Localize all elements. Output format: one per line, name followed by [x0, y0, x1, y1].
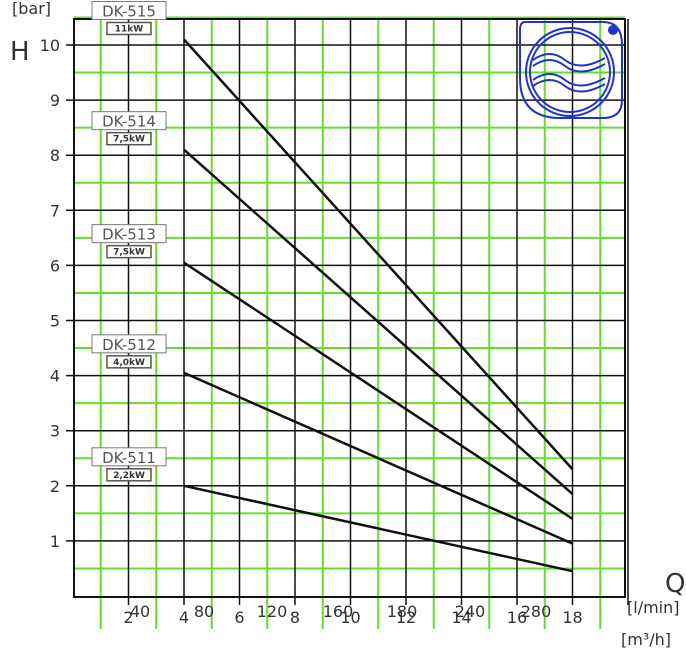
model-box [91, 334, 167, 354]
curve-dk-514 [183, 148, 574, 496]
x-tick-label-m3h: 16 [507, 608, 527, 627]
y-tick-labels: 1 2 3 4 5 6 7 8 9 10 [40, 36, 60, 551]
x-tick-label-m3h: 10 [340, 608, 360, 627]
x-tick-label-lmin: 120 [257, 602, 288, 621]
power-box [106, 244, 152, 259]
power-box [106, 468, 152, 482]
plot-frame [73, 18, 626, 598]
x-tick-label-m3h: 2 [123, 608, 133, 627]
y-symbol-label: H [10, 37, 30, 67]
power-box [106, 355, 152, 369]
power-label: 7,5kW [113, 248, 145, 258]
power-label: 11kW [115, 24, 144, 34]
y-tick-label: 7 [50, 201, 60, 220]
x-tick-label-lmin: 180 [387, 602, 418, 621]
model-box [91, 0, 167, 20]
major-grid [66, 19, 629, 605]
y-tick-label: 4 [50, 367, 60, 386]
x-tick-label-m3h: 14 [451, 608, 471, 627]
model-box [91, 111, 167, 131]
y-unit-label: [bar] [12, 0, 51, 18]
model-label: DK-512 [102, 336, 156, 354]
x-tick-label-lmin: 80 [194, 602, 214, 621]
power-label: 2,2kW [113, 471, 145, 481]
model-box [91, 447, 167, 467]
power-label: 4,0kW [113, 358, 145, 368]
x-tick-label-m3h: 18 [562, 608, 582, 627]
x-tick-label-m3h: 12 [396, 608, 416, 627]
model-label: DK-511 [102, 449, 156, 467]
x-tick-label-m3h: 8 [290, 608, 300, 627]
x-tick-label-m3h: 6 [234, 608, 244, 627]
y-tick-label: 6 [50, 256, 60, 275]
x-unit-flow-label: [l/min] [627, 598, 680, 617]
y-tick-label: 5 [50, 312, 60, 331]
model-label: DK-514 [102, 113, 156, 131]
model-labels: DK-511 2,2kW DK-512 4,0kW DK-513 7,5kW DK-514 7… [91, 0, 167, 482]
y-tick-label: 2 [50, 477, 60, 496]
x-tick-label-lmin: 160 [323, 602, 354, 621]
x-tick-label-lmin: 240 [455, 602, 486, 621]
x-tick-label-lmin: 40 [130, 602, 150, 621]
curve-dk-512 [183, 371, 574, 545]
y-tick-label: 9 [50, 91, 60, 110]
x-tick-labels-lmin: 40 80 120 160 180 240 280 [130, 602, 551, 621]
x-unit-m3h-label: [m³/h] [621, 630, 671, 649]
curve-dk-513 [183, 261, 574, 520]
model-label: DK-513 [102, 226, 156, 244]
y-tick-label: 8 [50, 146, 60, 165]
power-label: 7,5kW [113, 135, 145, 145]
minor-grid [74, 16, 625, 629]
model-label: DK-515 [102, 2, 156, 20]
pump-logo-icon [519, 21, 623, 119]
power-box [106, 131, 152, 146]
x-symbol-label: Q [665, 569, 685, 599]
x-tick-labels-m3h: 2 4 6 8 10 12 14 16 18 [123, 608, 582, 627]
y-tick-label: 1 [50, 532, 60, 551]
curve-dk-515 [183, 38, 574, 471]
y-tick-label: 3 [50, 422, 60, 441]
pump-curves [183, 38, 574, 573]
y-tick-label: 10 [40, 36, 60, 55]
x-tick-label-lmin: 280 [521, 602, 552, 621]
power-box [106, 21, 152, 36]
curve-dk-511 [183, 484, 573, 573]
x-tick-label-m3h: 4 [179, 608, 189, 627]
model-box [91, 224, 167, 244]
